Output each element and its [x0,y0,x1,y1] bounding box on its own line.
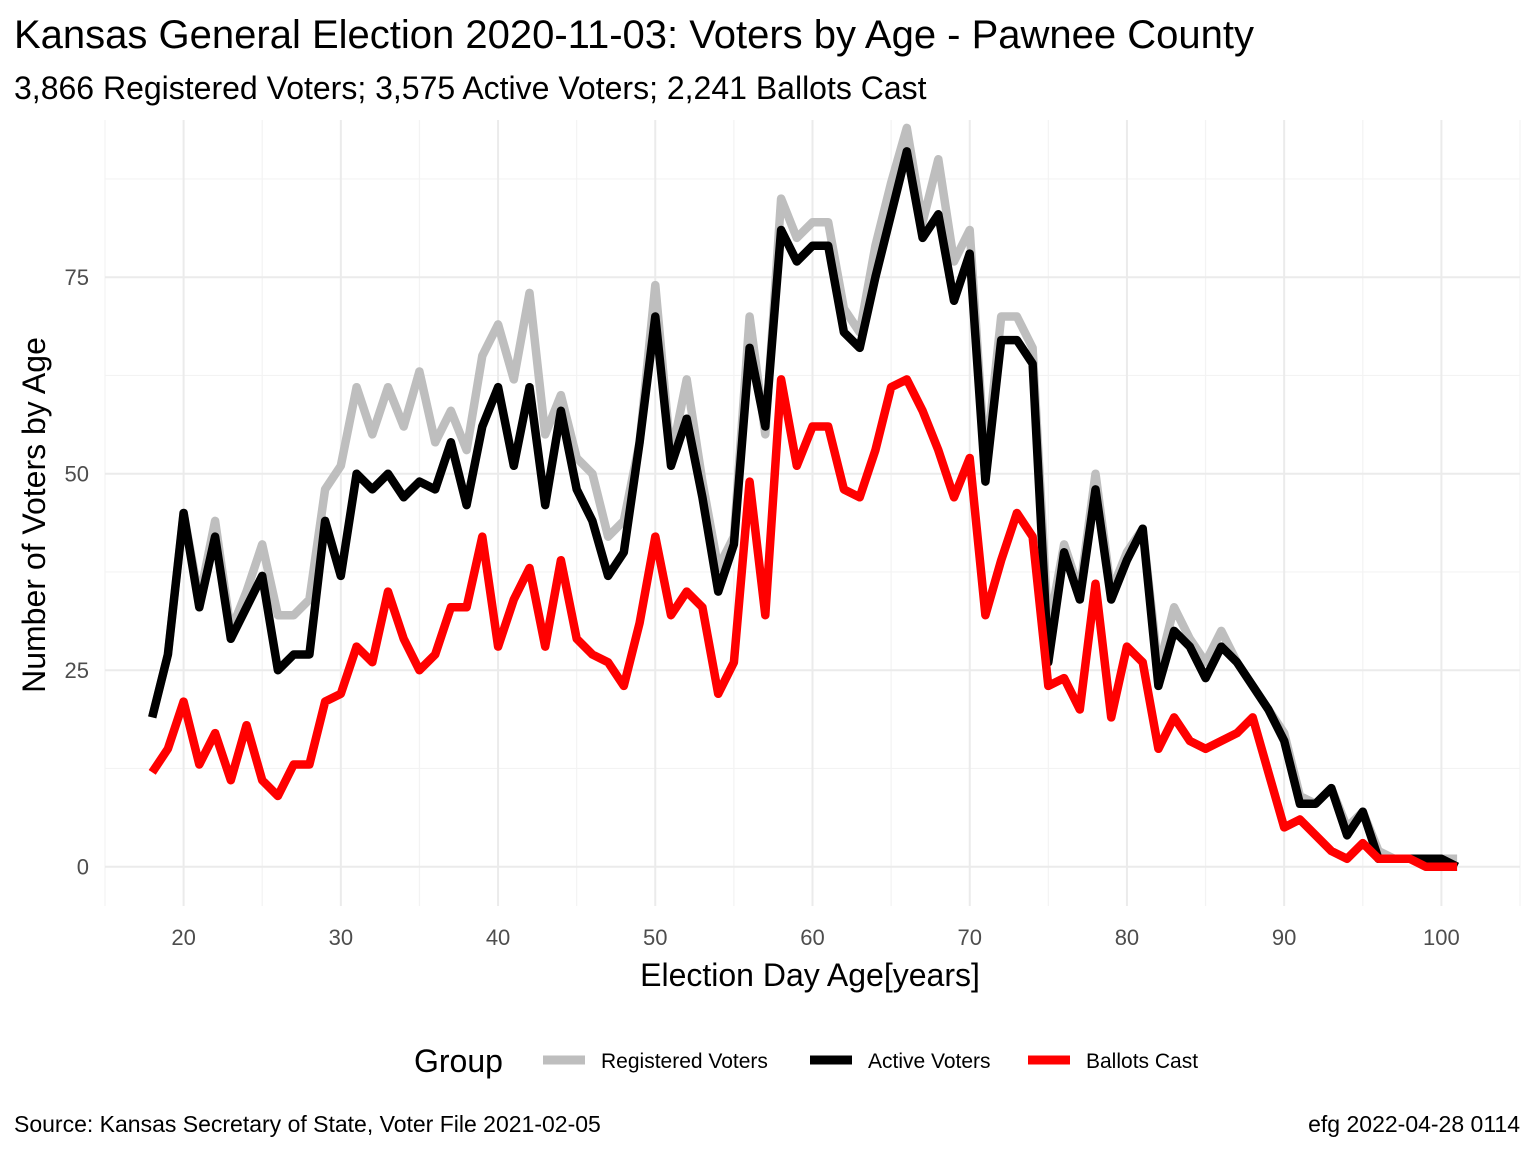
x-tick-label: 100 [1423,925,1460,950]
y-tick-label: 75 [65,265,89,290]
x-tick-label: 20 [171,925,195,950]
legend-label-registered-voters: Registered Voters [601,1050,768,1073]
plot-grid [104,120,1521,906]
y-tick-label: 50 [65,462,89,487]
source-caption: Source: Kansas Secretary of State, Voter… [14,1111,601,1137]
x-tick-label: 60 [800,925,824,950]
y-axis-title: Number of Voters by Age [16,337,52,693]
axis-ticks: 20 30 40 50 60 70 80 90 100 0 25 50 75 [65,265,1460,950]
credit-caption: efg 2022-04-28 0114 [1308,1111,1520,1137]
x-tick-label: 30 [329,925,353,950]
series-line-active-voters [148,147,1460,871]
y-tick-label: 25 [65,658,89,683]
x-tick-label: 70 [957,925,981,950]
legend-label-ballots-cast: Ballots Cast [1086,1050,1198,1073]
plot-series [148,123,1460,871]
x-tick-label: 80 [1115,925,1139,950]
chart-title: Kansas General Election 2020-11-03: Vote… [14,13,1254,57]
series-line-ballots-cast [148,375,1458,871]
chart-subtitle: 3,866 Registered Voters; 3,575 Active Vo… [14,70,927,106]
x-tick-label: 40 [486,925,510,950]
x-axis-title: Election Day Age[years] [640,957,980,993]
y-tick-label: 0 [77,855,89,880]
x-tick-label: 90 [1272,925,1296,950]
x-tick-label: 50 [643,925,667,950]
legend: Group Registered Voters Active Voters Ball… [414,1043,1198,1079]
legend-title: Group [414,1043,503,1079]
legend-label-active-voters: Active Voters [868,1050,991,1073]
